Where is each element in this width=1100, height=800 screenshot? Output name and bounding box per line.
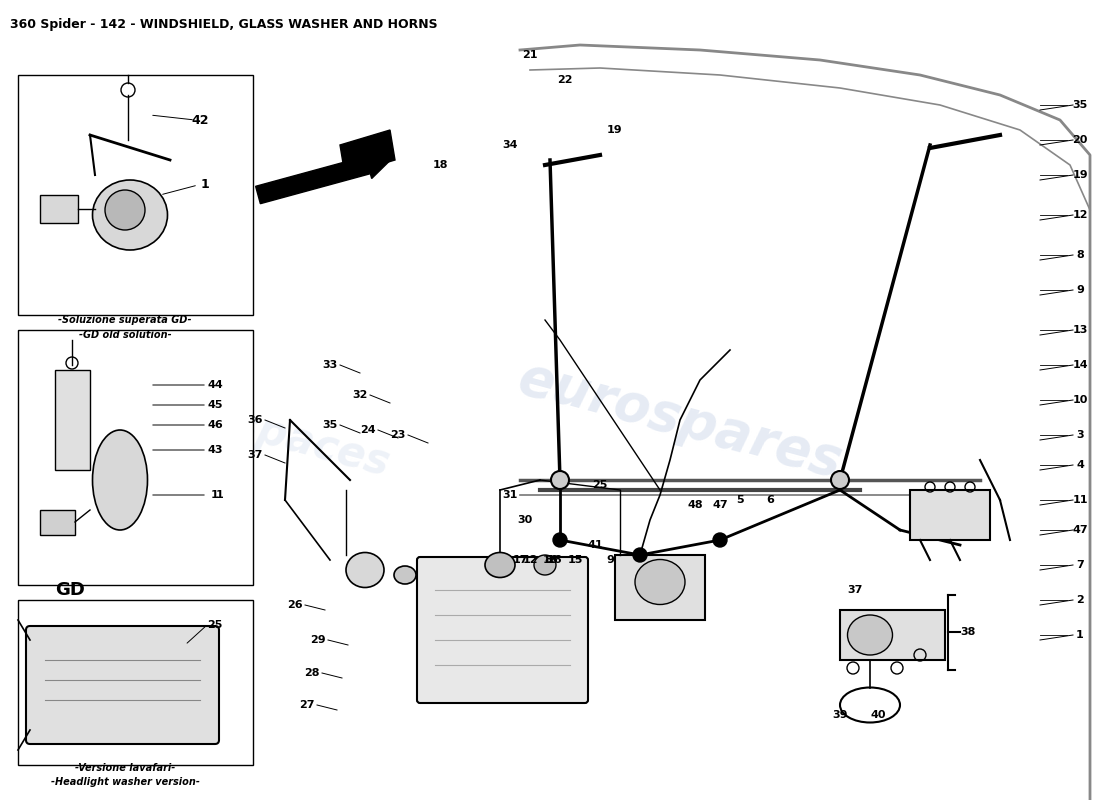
Text: 14: 14 — [1072, 360, 1088, 370]
Text: 33: 33 — [322, 360, 338, 370]
Bar — [18, 600, 253, 765]
Text: 2: 2 — [1076, 595, 1084, 605]
Ellipse shape — [346, 553, 384, 587]
FancyBboxPatch shape — [26, 626, 219, 744]
Text: 12: 12 — [522, 555, 538, 565]
Ellipse shape — [104, 190, 145, 230]
Text: 28: 28 — [305, 668, 320, 678]
Bar — [40, 195, 78, 223]
Text: 32: 32 — [352, 390, 367, 400]
Text: 1: 1 — [1076, 630, 1084, 640]
Ellipse shape — [830, 471, 849, 489]
Text: 37: 37 — [248, 450, 263, 460]
Ellipse shape — [534, 555, 556, 575]
Ellipse shape — [485, 553, 515, 578]
Circle shape — [632, 548, 647, 562]
Text: 35: 35 — [1072, 100, 1088, 110]
Text: 9: 9 — [606, 555, 614, 565]
Bar — [18, 330, 253, 585]
Text: -Soluzione superata GD-: -Soluzione superata GD- — [58, 315, 191, 325]
Text: 10: 10 — [1072, 395, 1088, 405]
Text: 17: 17 — [513, 555, 528, 565]
Text: 19: 19 — [607, 125, 623, 135]
Text: 21: 21 — [522, 50, 538, 60]
FancyBboxPatch shape — [417, 557, 588, 703]
Text: 36: 36 — [248, 415, 263, 425]
Text: 25: 25 — [207, 620, 222, 630]
Text: 360 Spider - 142 - WINDSHIELD, GLASS WASHER AND HORNS: 360 Spider - 142 - WINDSHIELD, GLASS WAS… — [10, 18, 438, 31]
Text: 29: 29 — [310, 635, 326, 645]
Text: 47: 47 — [712, 500, 728, 510]
Text: 18: 18 — [432, 160, 448, 170]
Text: 31: 31 — [503, 490, 518, 500]
Text: 12: 12 — [1072, 210, 1088, 220]
Polygon shape — [340, 130, 395, 175]
Text: 5: 5 — [736, 495, 744, 505]
Bar — [40, 510, 75, 535]
Text: 41: 41 — [587, 540, 603, 550]
Text: 37: 37 — [847, 585, 862, 595]
Text: 8: 8 — [1076, 250, 1084, 260]
Text: 20: 20 — [1072, 135, 1088, 145]
Text: 1: 1 — [216, 490, 224, 500]
Text: 16: 16 — [542, 555, 558, 565]
Text: 38: 38 — [960, 627, 976, 637]
Ellipse shape — [394, 566, 416, 584]
Circle shape — [553, 533, 566, 547]
Text: 1: 1 — [200, 178, 209, 191]
Text: 46: 46 — [207, 420, 223, 430]
Text: 39: 39 — [833, 710, 848, 720]
Bar — [910, 490, 990, 540]
Text: 6: 6 — [766, 495, 774, 505]
Text: 16: 16 — [547, 555, 563, 565]
Ellipse shape — [92, 180, 167, 250]
Ellipse shape — [551, 471, 569, 489]
Text: 34: 34 — [503, 140, 518, 150]
Text: 48: 48 — [688, 500, 703, 510]
Text: 35: 35 — [322, 420, 338, 430]
Text: 26: 26 — [287, 600, 303, 610]
Text: 30: 30 — [517, 515, 532, 525]
Ellipse shape — [635, 559, 685, 605]
Text: 24: 24 — [360, 425, 376, 435]
Text: eurospaces: eurospaces — [125, 375, 395, 485]
Text: 45: 45 — [207, 400, 222, 410]
Text: 43: 43 — [207, 445, 222, 455]
Text: 13: 13 — [1072, 325, 1088, 335]
Text: 15: 15 — [568, 555, 583, 565]
Text: -Headlight washer version-: -Headlight washer version- — [51, 777, 199, 787]
Text: 23: 23 — [390, 430, 406, 440]
Text: eurospares: eurospares — [513, 352, 848, 488]
Text: 11: 11 — [1072, 495, 1088, 505]
Text: 19: 19 — [1072, 170, 1088, 180]
Bar — [18, 75, 253, 315]
Text: -Versione lavafari-: -Versione lavafari- — [75, 763, 175, 773]
Text: -GD old solution-: -GD old solution- — [79, 330, 172, 340]
Text: 1: 1 — [211, 490, 219, 500]
Ellipse shape — [92, 430, 147, 530]
Text: 25: 25 — [592, 480, 607, 490]
Text: 40: 40 — [870, 710, 886, 720]
Ellipse shape — [847, 615, 892, 655]
Text: 44: 44 — [207, 380, 223, 390]
Circle shape — [713, 533, 727, 547]
FancyArrow shape — [255, 151, 392, 204]
Bar — [55, 370, 90, 470]
Text: 22: 22 — [558, 75, 573, 85]
Text: 42: 42 — [191, 114, 209, 126]
Bar — [615, 555, 705, 620]
Bar — [840, 610, 945, 660]
Text: 3: 3 — [1076, 430, 1084, 440]
Text: 8: 8 — [544, 555, 552, 565]
Text: 4: 4 — [1076, 460, 1084, 470]
Text: 47: 47 — [1072, 525, 1088, 535]
Text: 9: 9 — [1076, 285, 1084, 295]
Text: 7: 7 — [1076, 560, 1084, 570]
Text: GD: GD — [55, 581, 85, 599]
Text: 27: 27 — [299, 700, 315, 710]
